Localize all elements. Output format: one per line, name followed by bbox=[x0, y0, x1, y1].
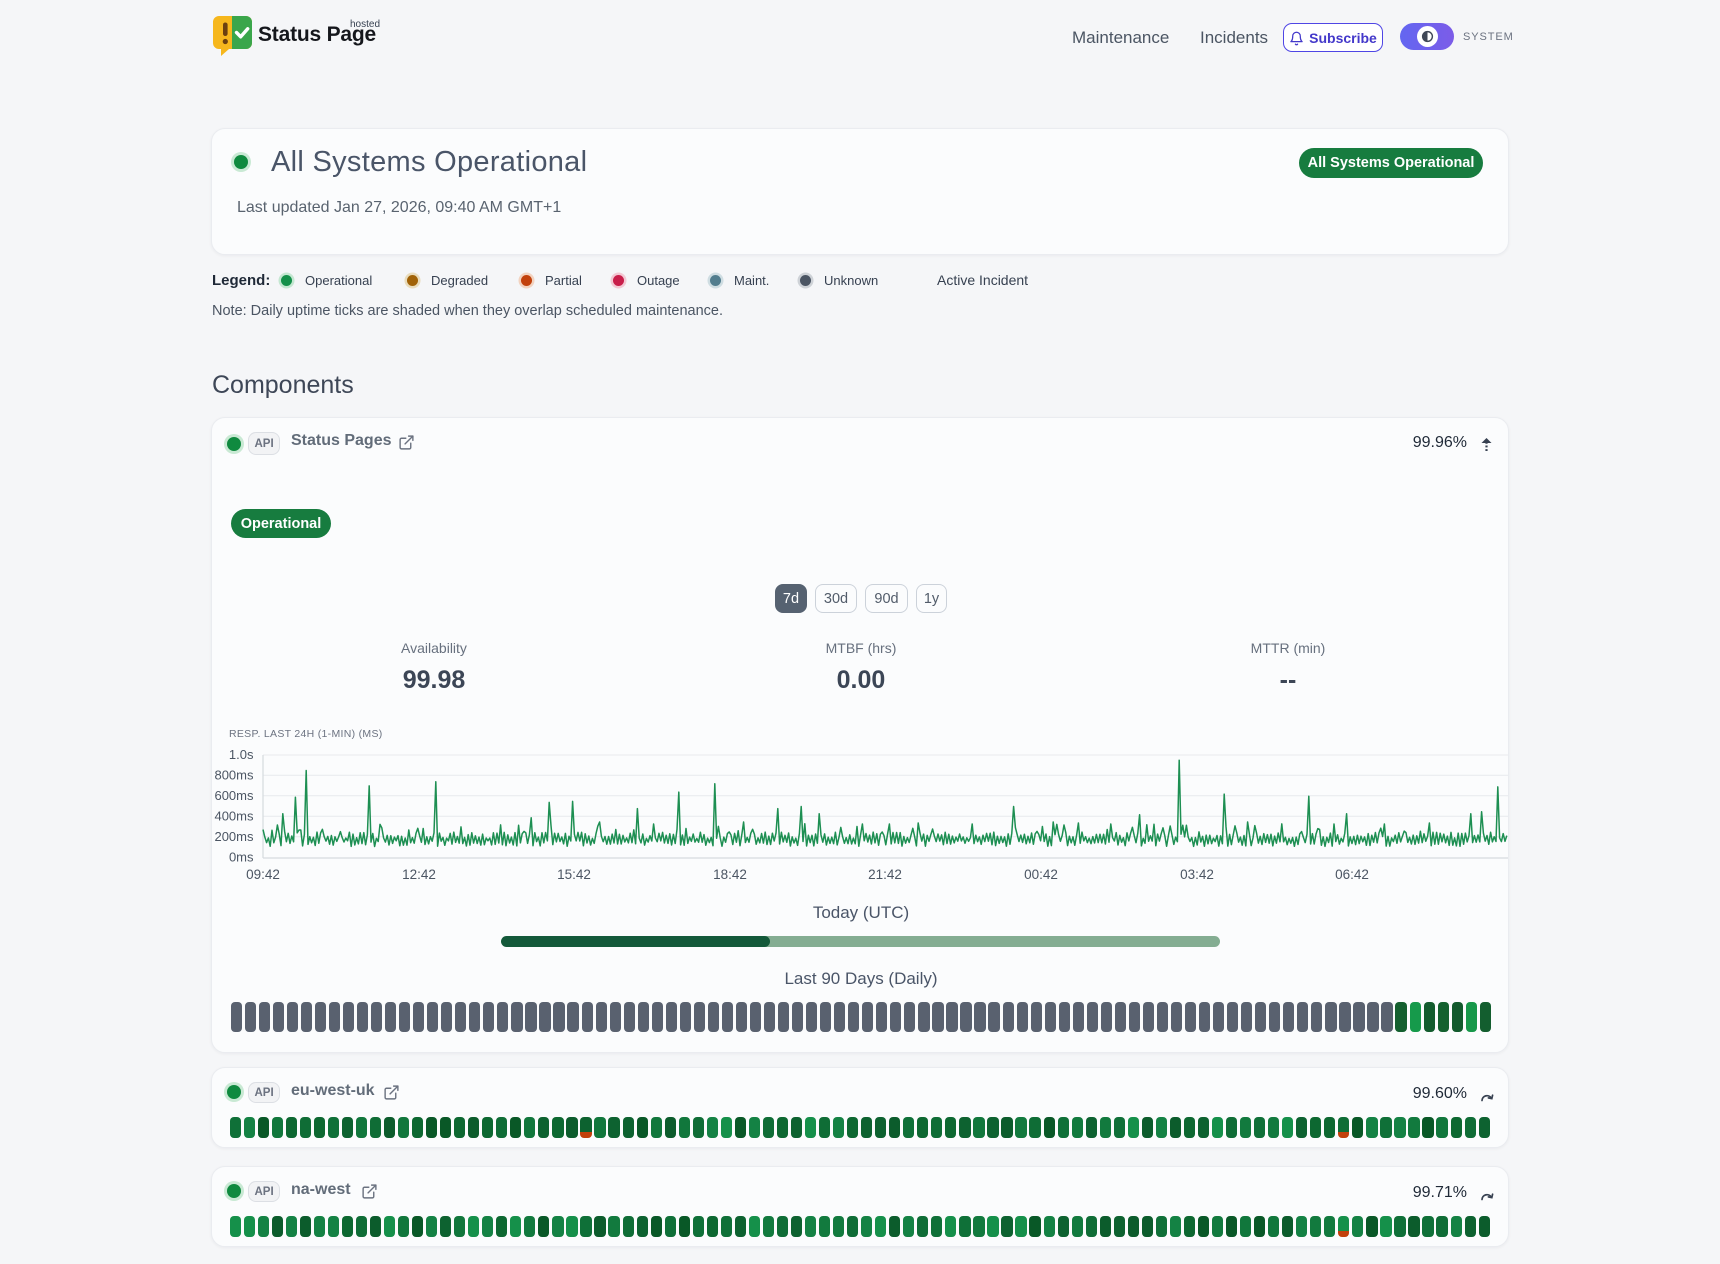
svg-text:18:42: 18:42 bbox=[713, 867, 747, 882]
svg-text:15:42: 15:42 bbox=[557, 867, 591, 882]
svg-text:600ms: 600ms bbox=[214, 788, 254, 803]
svg-text:03:42: 03:42 bbox=[1180, 867, 1214, 882]
svg-text:12:42: 12:42 bbox=[402, 867, 436, 882]
svg-text:21:42: 21:42 bbox=[868, 867, 902, 882]
svg-text:1.0s: 1.0s bbox=[229, 747, 254, 762]
svg-text:800ms: 800ms bbox=[214, 768, 254, 783]
svg-text:400ms: 400ms bbox=[214, 809, 254, 824]
svg-text:06:42: 06:42 bbox=[1335, 867, 1369, 882]
svg-text:0ms: 0ms bbox=[229, 850, 254, 865]
svg-text:200ms: 200ms bbox=[214, 829, 254, 844]
svg-text:09:42: 09:42 bbox=[246, 867, 280, 882]
svg-text:00:42: 00:42 bbox=[1024, 867, 1058, 882]
